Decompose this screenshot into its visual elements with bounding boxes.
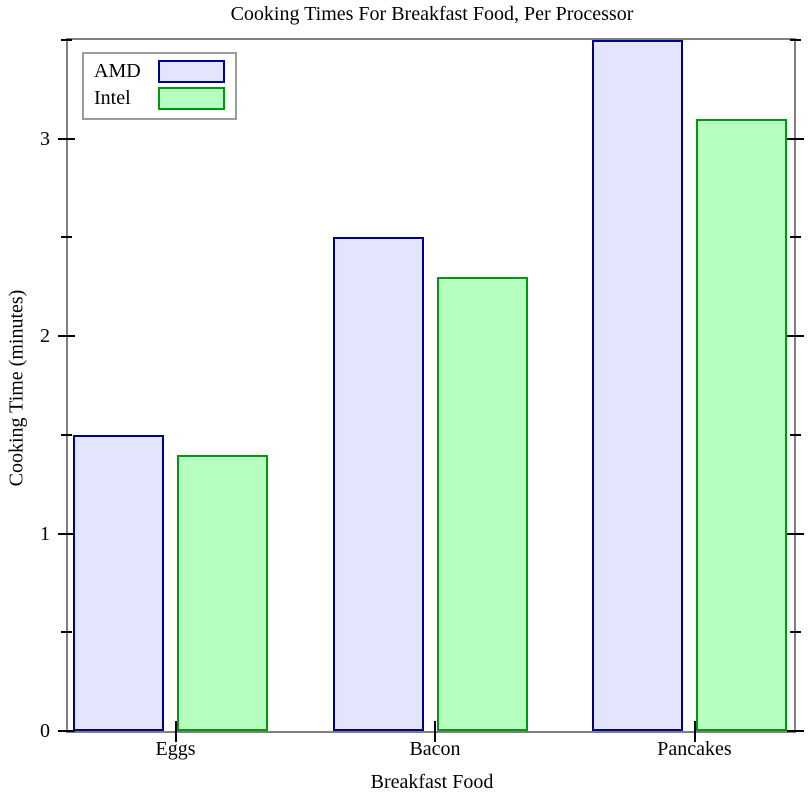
legend-row-intel: Intel (94, 85, 225, 112)
legend-label-intel: Intel (94, 87, 131, 109)
y-tick-3 (58, 137, 75, 140)
x-tick-bacon (434, 721, 436, 742)
x-tick-label-eggs: Eggs (155, 738, 196, 760)
y-tick-label-1: 1 (40, 522, 50, 545)
legend: AMD Intel (82, 52, 237, 120)
y-tick-label-0: 0 (40, 720, 50, 742)
y-minor-tick-2.5 (61, 236, 72, 239)
y-tick-1 (58, 532, 75, 535)
x-axis-title: Breakfast Food (370, 771, 494, 793)
y-tick-1 (787, 532, 804, 535)
y-minor-tick-0.5 (790, 631, 801, 634)
y-minor-tick-2.5 (790, 236, 801, 239)
bar-intel-eggs (177, 454, 268, 731)
chart-title: Cooking Times For Breakfast Food, Per Pr… (230, 3, 634, 25)
y-tick-0 (787, 730, 804, 732)
y-minor-tick-0.5 (61, 631, 72, 634)
bar-amd-eggs (73, 434, 164, 731)
y-tick-2 (787, 335, 804, 338)
x-tick-pancakes (693, 721, 696, 742)
y-minor-tick-3.5 (790, 39, 801, 41)
legend-swatch-intel (158, 87, 225, 110)
y-tick-label-3: 3 (40, 127, 50, 150)
x-tick-eggs (174, 721, 177, 742)
y-minor-tick-1.5 (61, 433, 72, 436)
x-tick-label-bacon: Bacon (409, 738, 461, 760)
y-tick-label-2: 2 (40, 325, 50, 348)
plot-area: AMD Intel Eggs Bacon Pancakes 0 1 2 3 (40, 38, 804, 760)
legend-label-amd: AMD (94, 60, 141, 82)
bar-intel-bacon (436, 276, 528, 731)
legend-row-amd: AMD (94, 58, 225, 85)
bar-intel-pancakes (696, 118, 787, 731)
y-minor-tick-1.5 (790, 433, 801, 436)
y-tick-3 (787, 137, 804, 140)
x-tick-label-pancakes: Pancakes (657, 738, 732, 760)
y-tick-2 (58, 335, 75, 338)
y-tick-0 (58, 730, 75, 732)
y-axis-title: Cooking Time (minutes) (5, 289, 28, 487)
bar-amd-bacon (332, 237, 424, 731)
legend-swatch-amd (158, 60, 225, 83)
y-minor-tick-3.5 (61, 39, 72, 41)
bar-amd-pancakes (592, 40, 683, 731)
